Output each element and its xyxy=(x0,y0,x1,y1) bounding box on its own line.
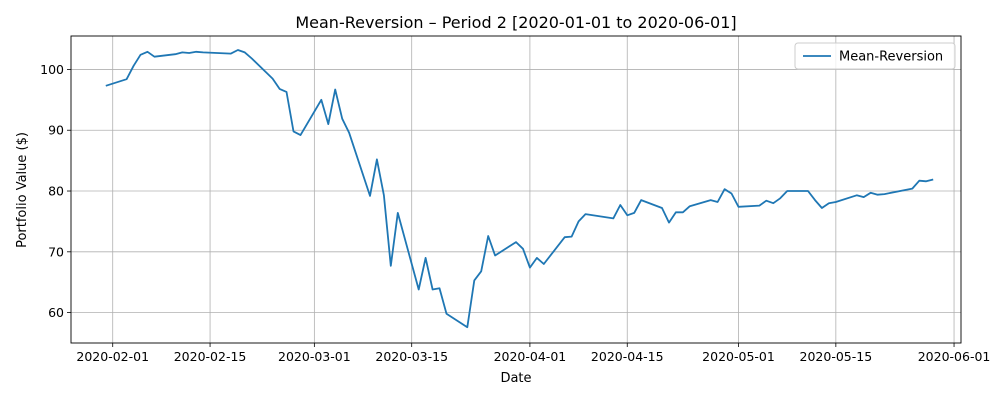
axes-frame xyxy=(70,35,962,344)
x-tick-label: 2020-04-15 xyxy=(591,349,664,364)
y-tick-label: 70 xyxy=(48,244,64,259)
legend: Mean-Reversion xyxy=(794,42,956,70)
ticks: 2020-02-01 2020-02-15 2020-03-01 2020-03-15… xyxy=(40,62,990,364)
x-tick-label: 2020-03-01 xyxy=(278,349,351,364)
plot-area xyxy=(70,35,962,344)
legend-label: Mean-Reversion xyxy=(839,50,943,65)
x-tick-label: 2020-02-15 xyxy=(174,349,247,364)
grid xyxy=(71,36,961,343)
x-axis-label: Date xyxy=(500,371,531,386)
x-tick-label: 2020-02-01 xyxy=(76,349,149,364)
x-tick-label: 2020-03-15 xyxy=(375,349,448,364)
y-tick-label: 60 xyxy=(48,305,64,320)
y-tick-label: 100 xyxy=(40,62,64,77)
x-tick-label: 2020-04-01 xyxy=(494,349,567,364)
y-tick-label: 90 xyxy=(48,123,64,138)
x-tick-label: 2020-05-01 xyxy=(702,349,775,364)
series-line-mean-reversion xyxy=(105,49,934,329)
legend-box xyxy=(794,42,956,70)
x-tick-label: 2020-06-01 xyxy=(918,349,991,364)
x-tick-label: 2020-05-15 xyxy=(800,349,873,364)
y-axis-label: Portfolio Value ($) xyxy=(15,132,30,248)
y-tick-label: 80 xyxy=(48,184,64,199)
chart-title: Mean-Reversion – Period 2 [2020-01-01 to… xyxy=(295,13,736,32)
